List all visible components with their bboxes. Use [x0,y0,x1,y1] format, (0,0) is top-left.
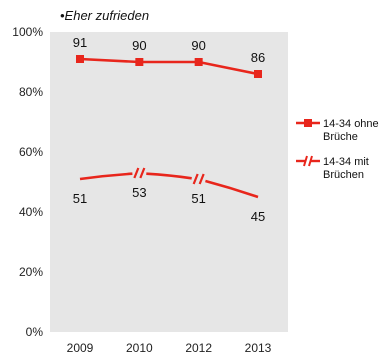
data-label: 91 [73,35,87,50]
series-layer: 91 90 90 86 51 53 51 45 [73,35,265,224]
legend-label: Brüche [323,131,358,143]
data-label: 90 [132,38,146,53]
data-label: 86 [251,50,265,65]
y-tick-label: 80% [19,85,43,99]
series-line [79,57,259,76]
legend-marker [304,119,312,127]
data-label: 51 [73,191,87,206]
x-tick-label: 2010 [126,341,153,355]
data-label: 90 [191,38,205,53]
data-point-marker [194,58,203,66]
series-2: 51 53 51 45 [73,167,265,224]
legend-label: Brüchen [323,169,364,181]
series-line-segment [146,172,192,180]
data-point-marker [135,58,144,66]
series-line-segment [205,179,259,199]
y-tick-label: 20% [19,265,43,279]
data-label: 53 [132,185,146,200]
y-tick-label: 0% [26,325,44,339]
data-point-marker [76,55,84,63]
data-point-break-marker [133,167,146,179]
y-tick-label: 40% [19,205,43,219]
data-point-marker [254,70,262,78]
legend-marker [303,155,313,167]
x-tick-label: 2012 [185,341,212,355]
plot-background [50,32,288,332]
x-tick-label: 2009 [67,341,94,355]
x-axis: 2009 2010 2012 2013 [67,341,272,355]
data-point-break-marker [192,173,205,185]
chart-subtitle: •Eher zufrieden [60,8,149,23]
y-tick-label: 60% [19,145,43,159]
x-tick-label: 2013 [245,341,272,355]
data-label: 45 [251,209,265,224]
legend-label: 14-34 ohne [323,118,379,130]
y-axis: 0% 20% 40% 60% 80% 100% [12,25,43,339]
series-line-segment [79,172,133,181]
series-1: 91 90 90 86 [73,35,265,78]
legend-label: 14-34 mit [323,156,369,168]
data-label: 51 [191,191,205,206]
y-tick-label: 100% [12,25,43,39]
